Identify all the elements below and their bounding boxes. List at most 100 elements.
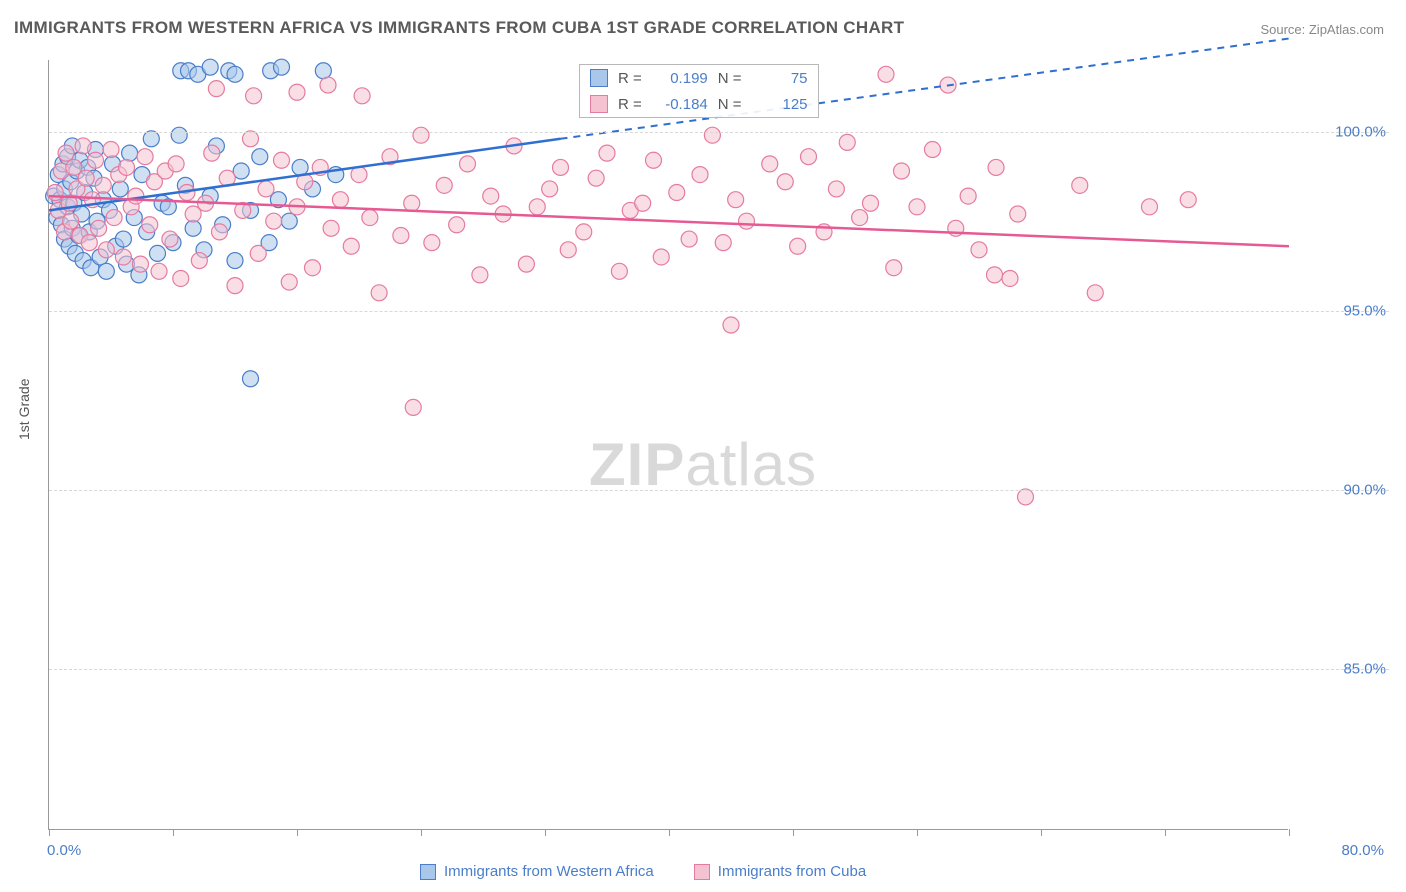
scatter-point-cuba bbox=[246, 88, 262, 104]
corr-r-label: R = bbox=[618, 96, 642, 113]
legend-label: Immigrants from Western Africa bbox=[444, 863, 654, 880]
scatter-point-cuba bbox=[839, 134, 855, 150]
scatter-point-cuba bbox=[971, 242, 987, 258]
scatter-point-cuba bbox=[1002, 270, 1018, 286]
source-credit: Source: ZipAtlas.com bbox=[1260, 22, 1384, 37]
y-axis-label: 1st Grade bbox=[16, 379, 32, 440]
x-tick bbox=[669, 829, 670, 836]
corr-row-wafrica: R =0.199N =75 bbox=[580, 65, 818, 91]
scatter-point-cuba bbox=[371, 285, 387, 301]
scatter-point-cuba bbox=[449, 217, 465, 233]
scatter-point-cuba bbox=[483, 188, 499, 204]
scatter-point-cuba bbox=[1142, 199, 1158, 215]
scatter-point-cuba bbox=[88, 152, 104, 168]
x-tick bbox=[545, 829, 546, 836]
scatter-point-cuba bbox=[58, 145, 74, 161]
scatter-point-cuba bbox=[162, 231, 178, 247]
scatter-point-cuba bbox=[115, 249, 131, 265]
scatter-point-cuba bbox=[529, 199, 545, 215]
scatter-point-cuba bbox=[320, 77, 336, 93]
scatter-point-cuba bbox=[413, 127, 429, 143]
scatter-point-cuba bbox=[801, 149, 817, 165]
scatter-point-wafrica bbox=[115, 231, 131, 247]
scatter-point-wafrica bbox=[112, 181, 128, 197]
scatter-point-wafrica bbox=[227, 253, 243, 269]
scatter-point-cuba bbox=[103, 142, 119, 158]
corr-row-cuba: R =-0.184N =125 bbox=[580, 91, 818, 117]
corr-n-value: 125 bbox=[752, 96, 808, 113]
x-tick bbox=[917, 829, 918, 836]
scatter-point-cuba bbox=[576, 224, 592, 240]
scatter-point-cuba bbox=[81, 235, 97, 251]
scatter-point-cuba bbox=[266, 213, 282, 229]
correlation-legend: R =0.199N =75R =-0.184N =125 bbox=[579, 64, 819, 118]
scatter-point-cuba bbox=[518, 256, 534, 272]
scatter-point-cuba bbox=[95, 177, 111, 193]
scatter-point-cuba bbox=[142, 217, 158, 233]
scatter-point-cuba bbox=[323, 220, 339, 236]
scatter-point-cuba bbox=[472, 267, 488, 283]
scatter-point-cuba bbox=[98, 242, 114, 258]
scatter-point-cuba bbox=[91, 220, 107, 236]
corr-swatch-wafrica bbox=[590, 69, 608, 87]
scatter-point-cuba bbox=[925, 142, 941, 158]
scatter-point-cuba bbox=[790, 238, 806, 254]
y-tick-label: 90.0% bbox=[1296, 481, 1386, 498]
scatter-point-cuba bbox=[960, 188, 976, 204]
scatter-point-wafrica bbox=[171, 127, 187, 143]
scatter-point-cuba bbox=[828, 181, 844, 197]
scatter-point-cuba bbox=[393, 227, 409, 243]
scatter-point-cuba bbox=[305, 260, 321, 276]
scatter-point-cuba bbox=[460, 156, 476, 172]
scatter-point-cuba bbox=[78, 170, 94, 186]
scatter-point-cuba bbox=[681, 231, 697, 247]
scatter-point-cuba bbox=[343, 238, 359, 254]
scatter-point-cuba bbox=[258, 181, 274, 197]
scatter-point-cuba bbox=[1010, 206, 1026, 222]
scatter-point-cuba bbox=[762, 156, 778, 172]
x-tick bbox=[173, 829, 174, 836]
x-tick bbox=[793, 829, 794, 836]
scatter-point-cuba bbox=[1018, 489, 1034, 505]
scatter-point-wafrica bbox=[274, 59, 290, 75]
scatter-point-cuba bbox=[168, 156, 184, 172]
scatter-point-cuba bbox=[669, 185, 685, 201]
scatter-point-cuba bbox=[863, 195, 879, 211]
scatter-point-cuba bbox=[635, 195, 651, 211]
plot-area: ZIPatlas R =0.199N =75R =-0.184N =125 85… bbox=[48, 60, 1288, 830]
scatter-point-cuba bbox=[1072, 177, 1088, 193]
scatter-point-cuba bbox=[1087, 285, 1103, 301]
scatter-point-cuba bbox=[281, 274, 297, 290]
scatter-point-cuba bbox=[47, 185, 63, 201]
scatter-point-wafrica bbox=[227, 66, 243, 82]
scatter-point-wafrica bbox=[243, 371, 259, 387]
scatter-point-cuba bbox=[560, 242, 576, 258]
scatter-point-cuba bbox=[75, 138, 91, 154]
scatter-point-cuba bbox=[436, 177, 452, 193]
gridline bbox=[49, 669, 1389, 670]
scatter-point-cuba bbox=[909, 199, 925, 215]
scatter-point-wafrica bbox=[202, 59, 218, 75]
scatter-point-cuba bbox=[250, 245, 266, 261]
x-tick-label-right: 80.0% bbox=[1341, 842, 1384, 859]
chart-svg bbox=[49, 60, 1289, 830]
gridline bbox=[49, 132, 1389, 133]
scatter-point-cuba bbox=[894, 163, 910, 179]
legend-item-wafrica: Immigrants from Western Africa bbox=[420, 863, 654, 880]
scatter-point-cuba bbox=[1180, 192, 1196, 208]
corr-r-label: R = bbox=[618, 70, 642, 87]
scatter-point-cuba bbox=[588, 170, 604, 186]
scatter-point-wafrica bbox=[122, 145, 138, 161]
scatter-point-cuba bbox=[553, 159, 569, 175]
scatter-point-cuba bbox=[692, 167, 708, 183]
corr-n-label: N = bbox=[718, 96, 742, 113]
x-tick bbox=[1289, 829, 1290, 836]
legend-label: Immigrants from Cuba bbox=[718, 863, 866, 880]
y-tick-label: 95.0% bbox=[1296, 302, 1386, 319]
corr-n-value: 75 bbox=[752, 70, 808, 87]
gridline bbox=[49, 311, 1389, 312]
scatter-point-cuba bbox=[599, 145, 615, 161]
y-tick-label: 85.0% bbox=[1296, 660, 1386, 677]
scatter-point-cuba bbox=[289, 84, 305, 100]
scatter-point-cuba bbox=[405, 399, 421, 415]
